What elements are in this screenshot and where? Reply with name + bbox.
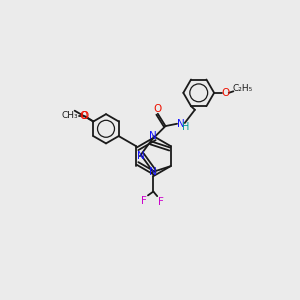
Text: O: O (80, 111, 88, 121)
Text: N: N (137, 151, 145, 161)
Text: CH₃: CH₃ (62, 111, 78, 120)
Text: N: N (149, 131, 157, 141)
Text: N: N (177, 119, 185, 129)
Text: F: F (158, 197, 164, 207)
Text: O: O (153, 104, 161, 114)
Text: O: O (80, 112, 88, 122)
Text: H: H (182, 122, 189, 132)
Text: F: F (141, 196, 147, 206)
Text: O: O (222, 88, 230, 98)
Text: C₂H₅: C₂H₅ (232, 85, 253, 94)
Text: N: N (148, 167, 156, 177)
